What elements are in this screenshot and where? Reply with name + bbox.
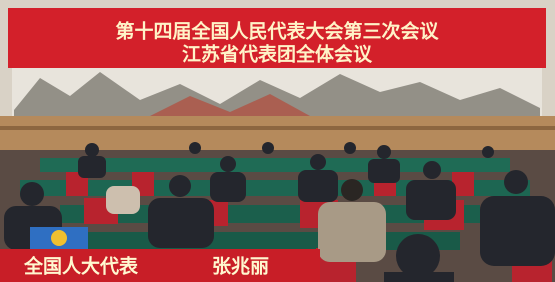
person-light	[106, 186, 140, 214]
person-beige	[318, 202, 386, 262]
banner-line1: 第十四届全国人民代表大会第三次会议	[115, 20, 439, 43]
panel-trim	[0, 126, 555, 130]
wood-panel	[0, 116, 555, 150]
caption-name: 张兆丽	[212, 256, 269, 278]
caption-title: 全国人大代表	[23, 255, 139, 278]
logo-globe	[51, 230, 67, 246]
person-head	[341, 179, 363, 201]
page: {"banner": {"line1": "第十四届全国人民代表大会第三次会议"…	[0, 0, 555, 282]
scene: 第十四届全国人民代表大会第三次会议 江苏省代表团全体会议 全国人大代表	[0, 0, 555, 282]
banner-line2: 江苏省代表团全体会议	[182, 43, 373, 66]
